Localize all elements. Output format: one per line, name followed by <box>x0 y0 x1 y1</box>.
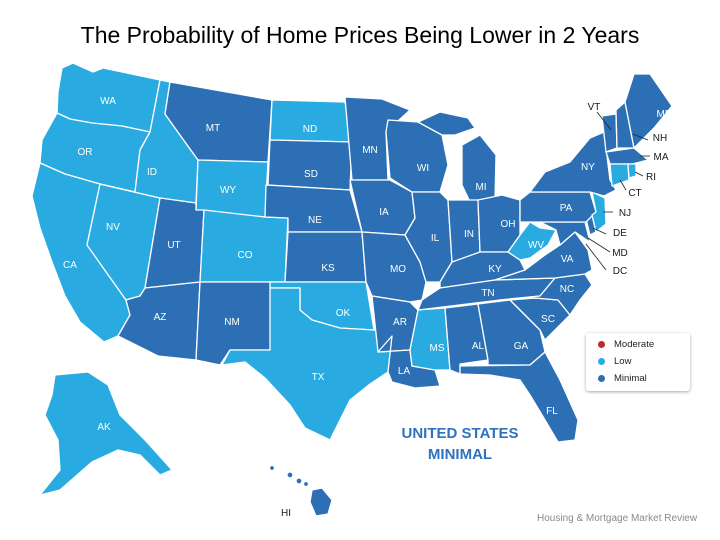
label-OK: OK <box>336 308 351 319</box>
legend-item-moderate: Moderate <box>586 336 690 353</box>
us-summary-line1: UNITED STATES <box>401 425 519 442</box>
us-summary-line2: MINIMAL <box>427 446 493 463</box>
state-NY <box>529 131 617 197</box>
state-CT <box>609 163 630 187</box>
label-NH: NH <box>653 133 667 144</box>
label-ME: ME <box>657 109 672 120</box>
label-AR: AR <box>393 317 407 328</box>
state-AK <box>39 371 173 496</box>
state-HI-island-2 <box>286 471 294 479</box>
label-LA: LA <box>398 366 411 377</box>
legend-swatch-low <box>598 358 605 365</box>
label-CT: CT <box>628 188 641 199</box>
state-HI-island-5 <box>302 480 310 488</box>
label-DE: DE <box>613 228 627 239</box>
us-summary: UNITED STATES MINIMAL <box>380 423 540 465</box>
label-MN: MN <box>362 145 378 156</box>
state-TX <box>221 287 393 441</box>
legend-swatch-moderate <box>598 341 605 348</box>
label-WV: WV <box>528 240 544 251</box>
label-TX: TX <box>312 372 325 383</box>
state-MI-upper <box>417 111 476 136</box>
label-ID: ID <box>147 167 157 178</box>
state-RI <box>627 163 637 179</box>
state-NC <box>499 273 593 316</box>
state-MA <box>605 147 649 165</box>
label-MO: MO <box>390 264 406 275</box>
legend: Moderate Low Minimal <box>586 333 690 391</box>
state-ND <box>269 99 353 143</box>
label-SC: SC <box>541 314 555 325</box>
state-CO <box>199 209 289 283</box>
label-MA: MA <box>654 152 669 163</box>
label-AL: AL <box>472 341 485 352</box>
legend-label-minimal: Minimal <box>614 373 647 384</box>
label-HI: HI <box>281 508 291 519</box>
map-title: The Probability of Home Prices Being Low… <box>80 22 640 48</box>
state-HI-island-3 <box>295 477 303 485</box>
label-MS: MS <box>430 343 445 354</box>
label-KS: KS <box>321 263 335 274</box>
label-OH: OH <box>501 219 516 230</box>
legend-label-low: Low <box>614 356 632 367</box>
label-MD: MD <box>612 248 628 259</box>
label-PA: PA <box>560 203 573 214</box>
label-NC: NC <box>560 284 574 295</box>
state-KS <box>284 231 367 283</box>
state-IL <box>404 191 453 283</box>
label-OR: OR <box>78 147 93 158</box>
label-SD: SD <box>304 169 318 180</box>
label-IL: IL <box>431 233 440 244</box>
label-CA: CA <box>63 260 77 271</box>
legend-item-minimal: Minimal <box>586 370 690 387</box>
state-NJ <box>591 191 607 233</box>
label-UT: UT <box>167 240 180 251</box>
source-credit: Housing & Mortgage Market Review <box>537 513 698 524</box>
state-MS <box>409 307 451 371</box>
state-VA <box>494 231 593 281</box>
label-NV: NV <box>106 222 120 233</box>
label-AK: AK <box>97 422 111 433</box>
legend-item-low: Low <box>586 353 690 370</box>
label-MT: MT <box>206 123 220 134</box>
label-DC: DC <box>613 266 627 277</box>
label-GA: GA <box>514 341 529 352</box>
state-PA <box>519 191 597 223</box>
state-HI-island-4 <box>268 464 276 472</box>
label-NY: NY <box>581 162 595 173</box>
label-KY: KY <box>488 264 502 275</box>
legend-label-moderate: Moderate <box>614 339 655 350</box>
leader-lines <box>585 111 650 271</box>
label-NM: NM <box>224 317 240 328</box>
label-VT: VT <box>588 102 601 113</box>
label-FL: FL <box>546 406 558 417</box>
legend-swatch-minimal <box>598 375 605 382</box>
label-CO: CO <box>238 250 253 261</box>
label-IN: IN <box>464 229 474 240</box>
label-AZ: AZ <box>154 312 167 323</box>
label-NE: NE <box>308 215 322 226</box>
state-HI <box>309 487 333 517</box>
state-FL <box>459 351 579 443</box>
label-IA: IA <box>379 207 389 218</box>
label-ND: ND <box>303 124 317 135</box>
label-RI: RI <box>646 172 656 183</box>
label-NJ: NJ <box>619 208 631 219</box>
label-TN: TN <box>481 288 494 299</box>
label-MI: MI <box>475 182 486 193</box>
label-VA: VA <box>561 254 574 265</box>
label-WY: WY <box>220 185 236 196</box>
label-WI: WI <box>417 163 429 174</box>
label-WA: WA <box>100 96 116 107</box>
state-labels: WA OR CA NV ID MT WY UT CO AZ NM ND SD N… <box>63 96 672 519</box>
state-SD <box>267 139 353 191</box>
